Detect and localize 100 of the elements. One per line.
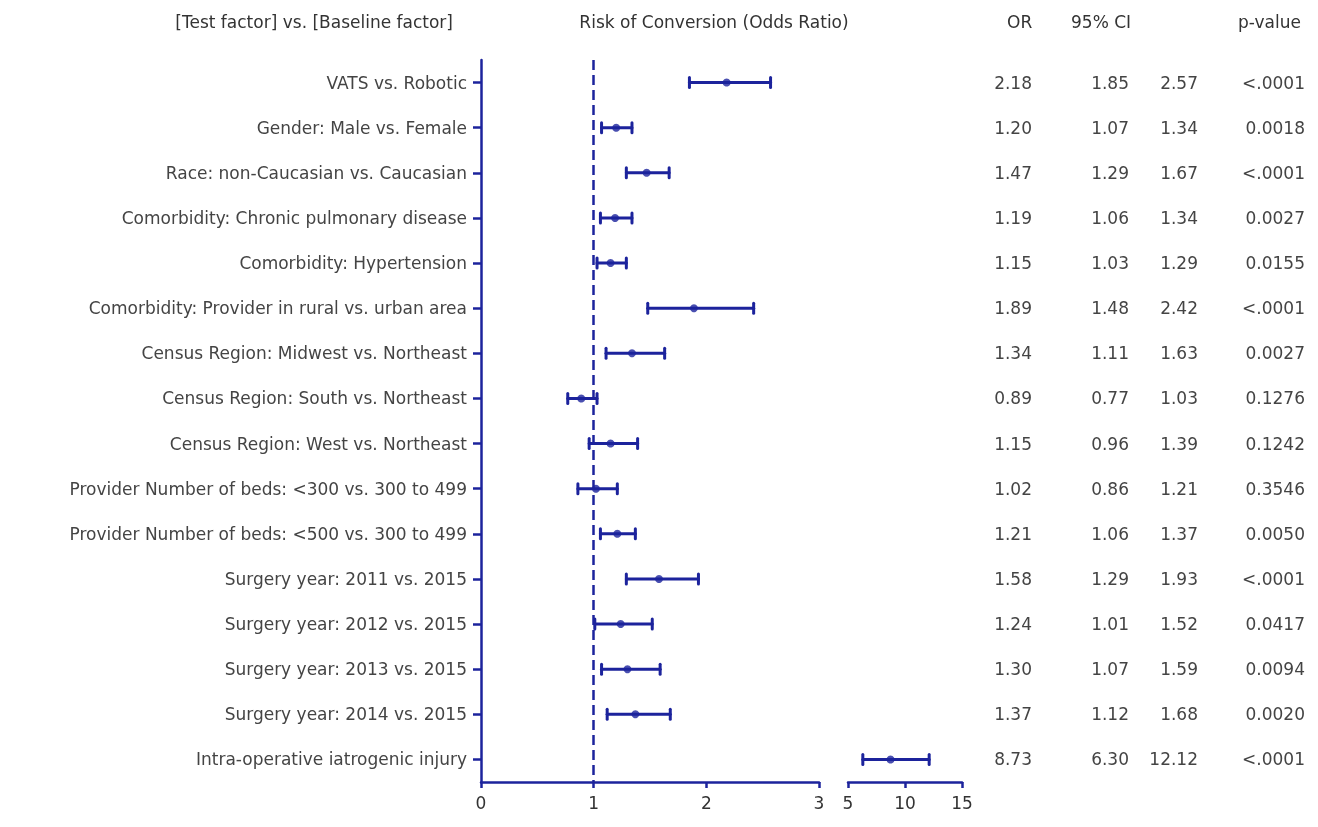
text: <.0001 — [1242, 162, 1305, 183]
text: 2.18 — [994, 72, 1032, 93]
text: 1.85 — [1091, 72, 1129, 93]
text: 1.47 — [994, 162, 1032, 183]
y-tick-label: Provider Number of beds: <300 vs. 300 to 499 — [69, 478, 467, 499]
text: 0.0050 — [1245, 523, 1305, 544]
y-tick-label: Surgery year: 2014 vs. 2015 — [224, 704, 467, 725]
text: 1.15 — [994, 253, 1032, 274]
text: 1.21 — [1160, 478, 1198, 499]
text: 1.67 — [1160, 162, 1198, 183]
point — [689, 304, 698, 313]
text: 1.06 — [1091, 523, 1129, 544]
point — [606, 259, 615, 268]
text: 1.89 — [994, 298, 1032, 319]
text: 1.01 — [1091, 614, 1129, 635]
x-tick-label: 5 — [842, 792, 854, 813]
text: 1.29 — [1091, 162, 1129, 183]
text: 8.73 — [994, 749, 1032, 770]
y-tick-label: Intra-operative iatrogenic injury — [195, 749, 467, 770]
x-tick-label: 0 — [475, 792, 487, 813]
text: 1.52 — [1160, 614, 1198, 635]
text: 1.34 — [994, 343, 1032, 364]
y-tick-label: Comorbidity: Provider in rural vs. urban area — [88, 298, 467, 319]
text: 0.0027 — [1245, 343, 1305, 364]
point — [611, 213, 620, 222]
text: <.0001 — [1242, 72, 1305, 93]
text: 1.29 — [1160, 253, 1198, 274]
text: 2.57 — [1160, 72, 1198, 93]
text: 1.20 — [994, 117, 1032, 138]
text: 0.0018 — [1245, 117, 1305, 138]
text: 1.15 — [994, 433, 1032, 454]
text: 1.59 — [1160, 659, 1198, 680]
text: 0.77 — [1091, 388, 1129, 409]
text: 0.89 — [994, 388, 1032, 409]
text: 0.0027 — [1245, 207, 1305, 228]
text: 0.0020 — [1245, 704, 1305, 725]
text: 0.0417 — [1245, 614, 1305, 635]
text: 12.12 — [1149, 749, 1198, 770]
text: 0.3546 — [1245, 478, 1305, 499]
text: 1.24 — [994, 614, 1032, 635]
text: 1.07 — [1091, 117, 1129, 138]
y-tick-label: Census Region: South vs. Northeast — [162, 388, 468, 409]
text: 1.19 — [994, 207, 1032, 228]
text: 0.0155 — [1245, 253, 1305, 274]
text: 0.0094 — [1245, 659, 1305, 680]
point — [631, 710, 640, 719]
y-tick-label: Surgery year: 2013 vs. 2015 — [224, 659, 467, 680]
point — [642, 168, 651, 177]
text: 1.03 — [1091, 253, 1129, 274]
text: 1.37 — [1160, 523, 1198, 544]
text: 1.63 — [1160, 343, 1198, 364]
text: 1.03 — [1160, 388, 1198, 409]
text: <.0001 — [1242, 568, 1305, 589]
text: 1.02 — [994, 478, 1032, 499]
point — [623, 665, 632, 674]
point — [606, 439, 615, 448]
text: 1.11 — [1091, 343, 1129, 364]
text: 1.58 — [994, 568, 1032, 589]
y-tick-label: VATS vs. Robotic — [326, 72, 467, 93]
point — [613, 529, 622, 538]
text: p-value — [1238, 12, 1301, 32]
y-tick-label: Census Region: West vs. Northeast — [169, 433, 468, 454]
text: 1.93 — [1160, 568, 1198, 589]
text: 0.1276 — [1245, 388, 1305, 409]
text: 1.21 — [994, 523, 1032, 544]
y-tick-label: Comorbidity: Hypertension — [239, 253, 467, 274]
y-tick-label: Provider Number of beds: <500 vs. 300 to 499 — [69, 523, 467, 544]
text: 6.30 — [1091, 749, 1129, 770]
y-tick-label: Surgery year: 2011 vs. 2015 — [224, 568, 467, 589]
text: 0.1242 — [1245, 433, 1305, 454]
point — [612, 123, 621, 132]
point — [616, 620, 625, 629]
text: <.0001 — [1242, 298, 1305, 319]
text: 1.12 — [1091, 704, 1129, 725]
x-tick-label: 2 — [700, 792, 712, 813]
text: <.0001 — [1242, 749, 1305, 770]
y-tick-label: Surgery year: 2012 vs. 2015 — [224, 614, 467, 635]
text: 1.30 — [994, 659, 1032, 680]
y-tick-label: Census Region: Midwest vs. Northeast — [141, 343, 468, 364]
text: 2.42 — [1160, 298, 1198, 319]
text: 95% CI — [1071, 12, 1132, 32]
chart-title: Risk of Conversion (Odds Ratio) — [579, 12, 849, 32]
point — [627, 349, 636, 358]
text: 1.68 — [1160, 704, 1198, 725]
text: 1.06 — [1091, 207, 1129, 228]
y-tick-label: Comorbidity: Chronic pulmonary disease — [121, 207, 467, 228]
text: 1.34 — [1160, 117, 1198, 138]
text: OR — [1007, 12, 1033, 32]
point — [655, 574, 664, 583]
y-tick-label: Gender: Male vs. Female — [256, 117, 467, 138]
text: 1.29 — [1091, 568, 1129, 589]
x-tick-label: 3 — [813, 792, 825, 813]
point — [722, 78, 731, 87]
x-tick-label: 1 — [588, 792, 600, 813]
text: 1.34 — [1160, 207, 1198, 228]
text: 1.39 — [1160, 433, 1198, 454]
text: 0.96 — [1091, 433, 1129, 454]
x-tick-label: 15 — [951, 792, 973, 813]
text: 1.48 — [1091, 298, 1129, 319]
text: 0.86 — [1091, 478, 1129, 499]
